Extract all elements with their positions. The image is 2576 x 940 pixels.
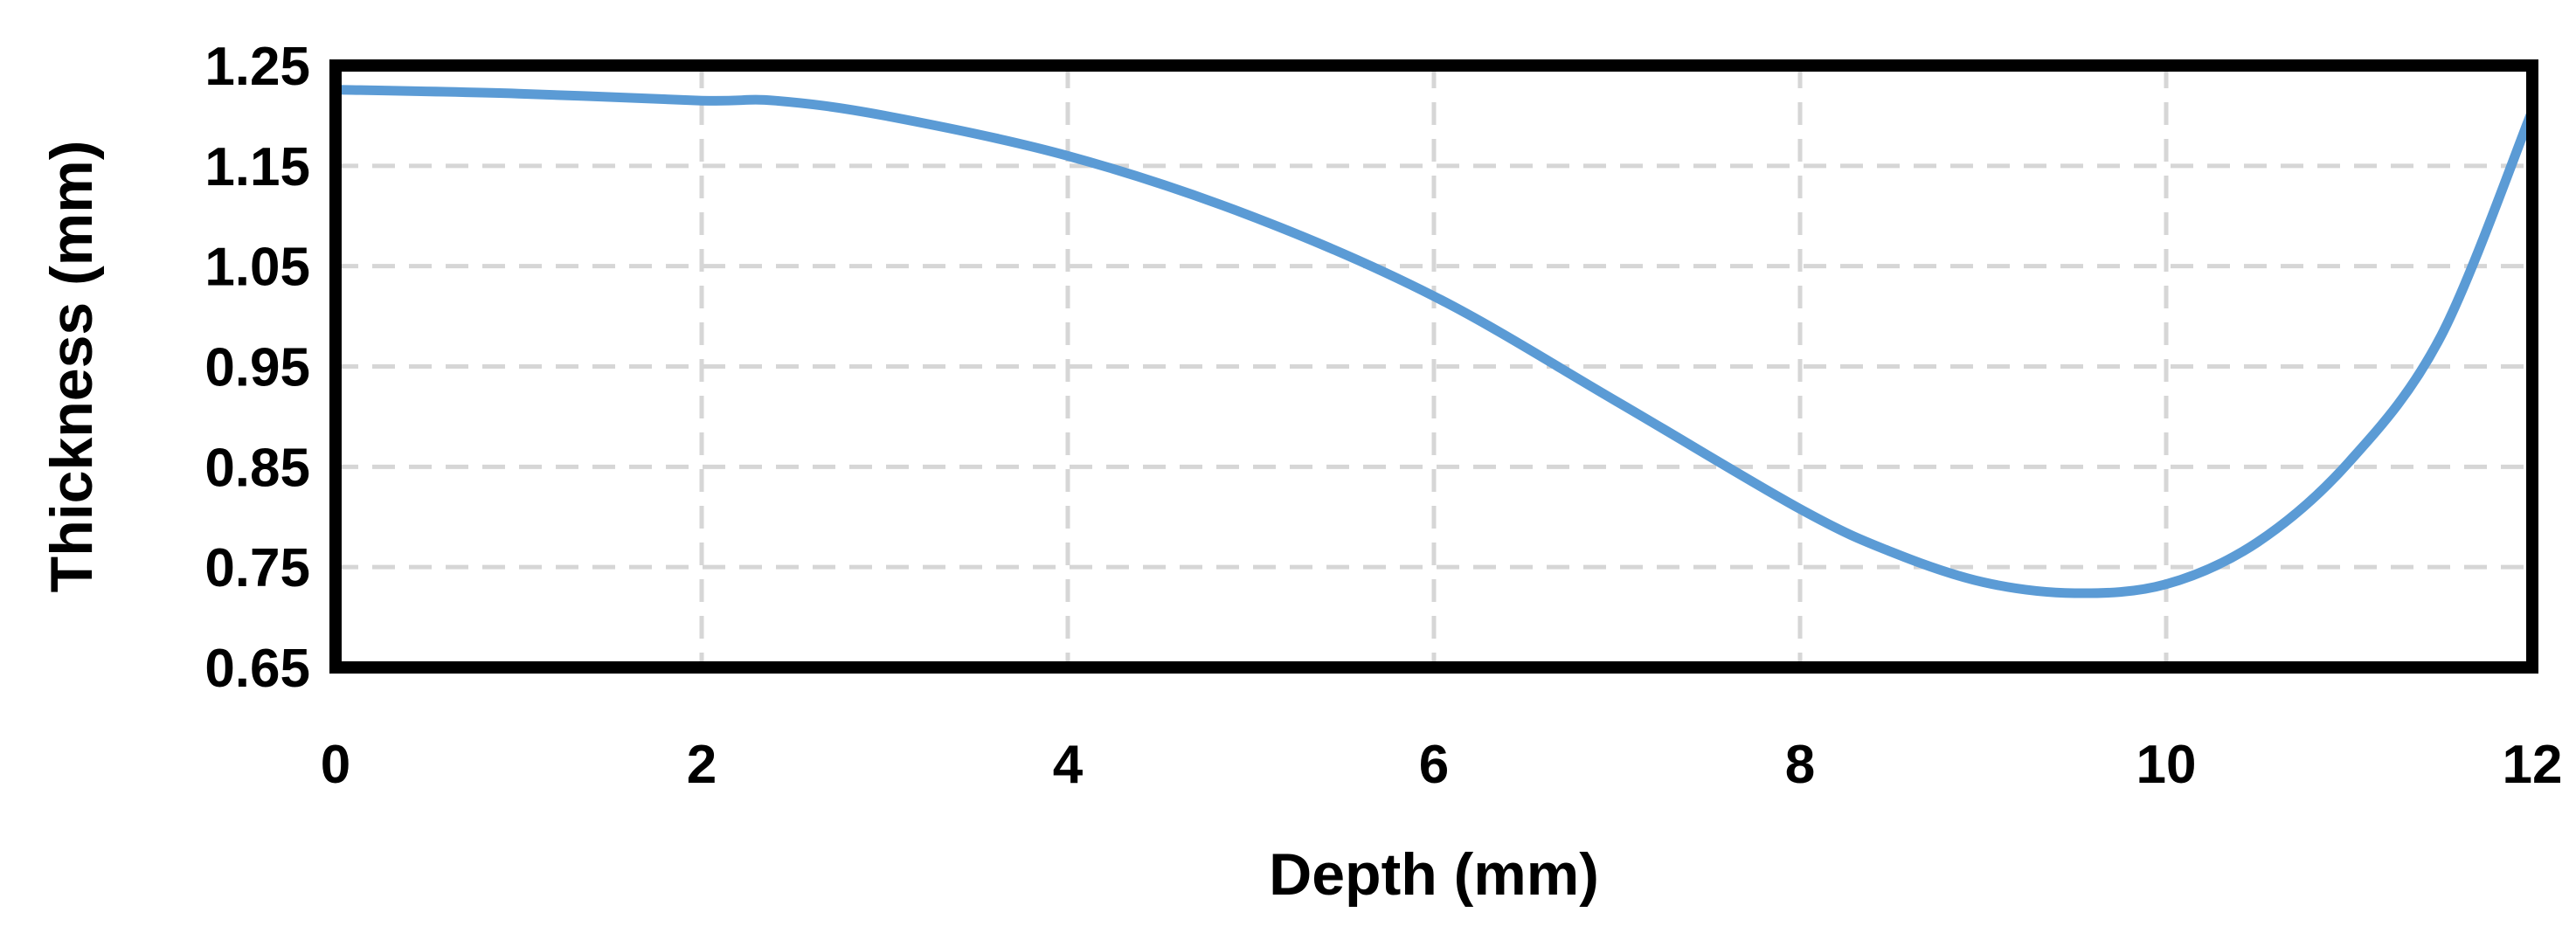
y-tick-label: 0.65 bbox=[204, 639, 310, 699]
y-tick-labels: 0.65 0.75 0.85 0.95 1.05 1.15 1.25 bbox=[204, 37, 310, 699]
x-tick-label: 0 bbox=[321, 735, 350, 795]
series-line bbox=[330, 85, 2538, 598]
x-tick-labels: 0 2 4 6 8 10 12 bbox=[321, 735, 2563, 795]
plot-frame bbox=[329, 59, 2538, 674]
x-tick-label: 6 bbox=[1419, 735, 1449, 795]
y-tick-label: 0.85 bbox=[204, 438, 310, 498]
y-tick-label: 1.25 bbox=[204, 37, 310, 97]
x-tick-label: 2 bbox=[687, 735, 717, 795]
series-layer bbox=[330, 85, 2538, 598]
y-tick-label: 0.95 bbox=[204, 338, 310, 398]
x-tick-label: 8 bbox=[1785, 735, 1815, 795]
y-tick-label: 1.15 bbox=[204, 137, 310, 197]
x-tick-label: 10 bbox=[2136, 735, 2197, 795]
x-tick-label: 12 bbox=[2503, 735, 2563, 795]
y-tick-label: 1.05 bbox=[204, 238, 310, 298]
y-tick-label: 0.75 bbox=[204, 538, 310, 598]
x-axis-title: Depth (mm) bbox=[1269, 841, 1599, 908]
y-axis-title: Thickness (mm) bbox=[38, 141, 105, 593]
grid-layer bbox=[336, 66, 2535, 667]
x-tick-label: 4 bbox=[1053, 735, 1084, 795]
